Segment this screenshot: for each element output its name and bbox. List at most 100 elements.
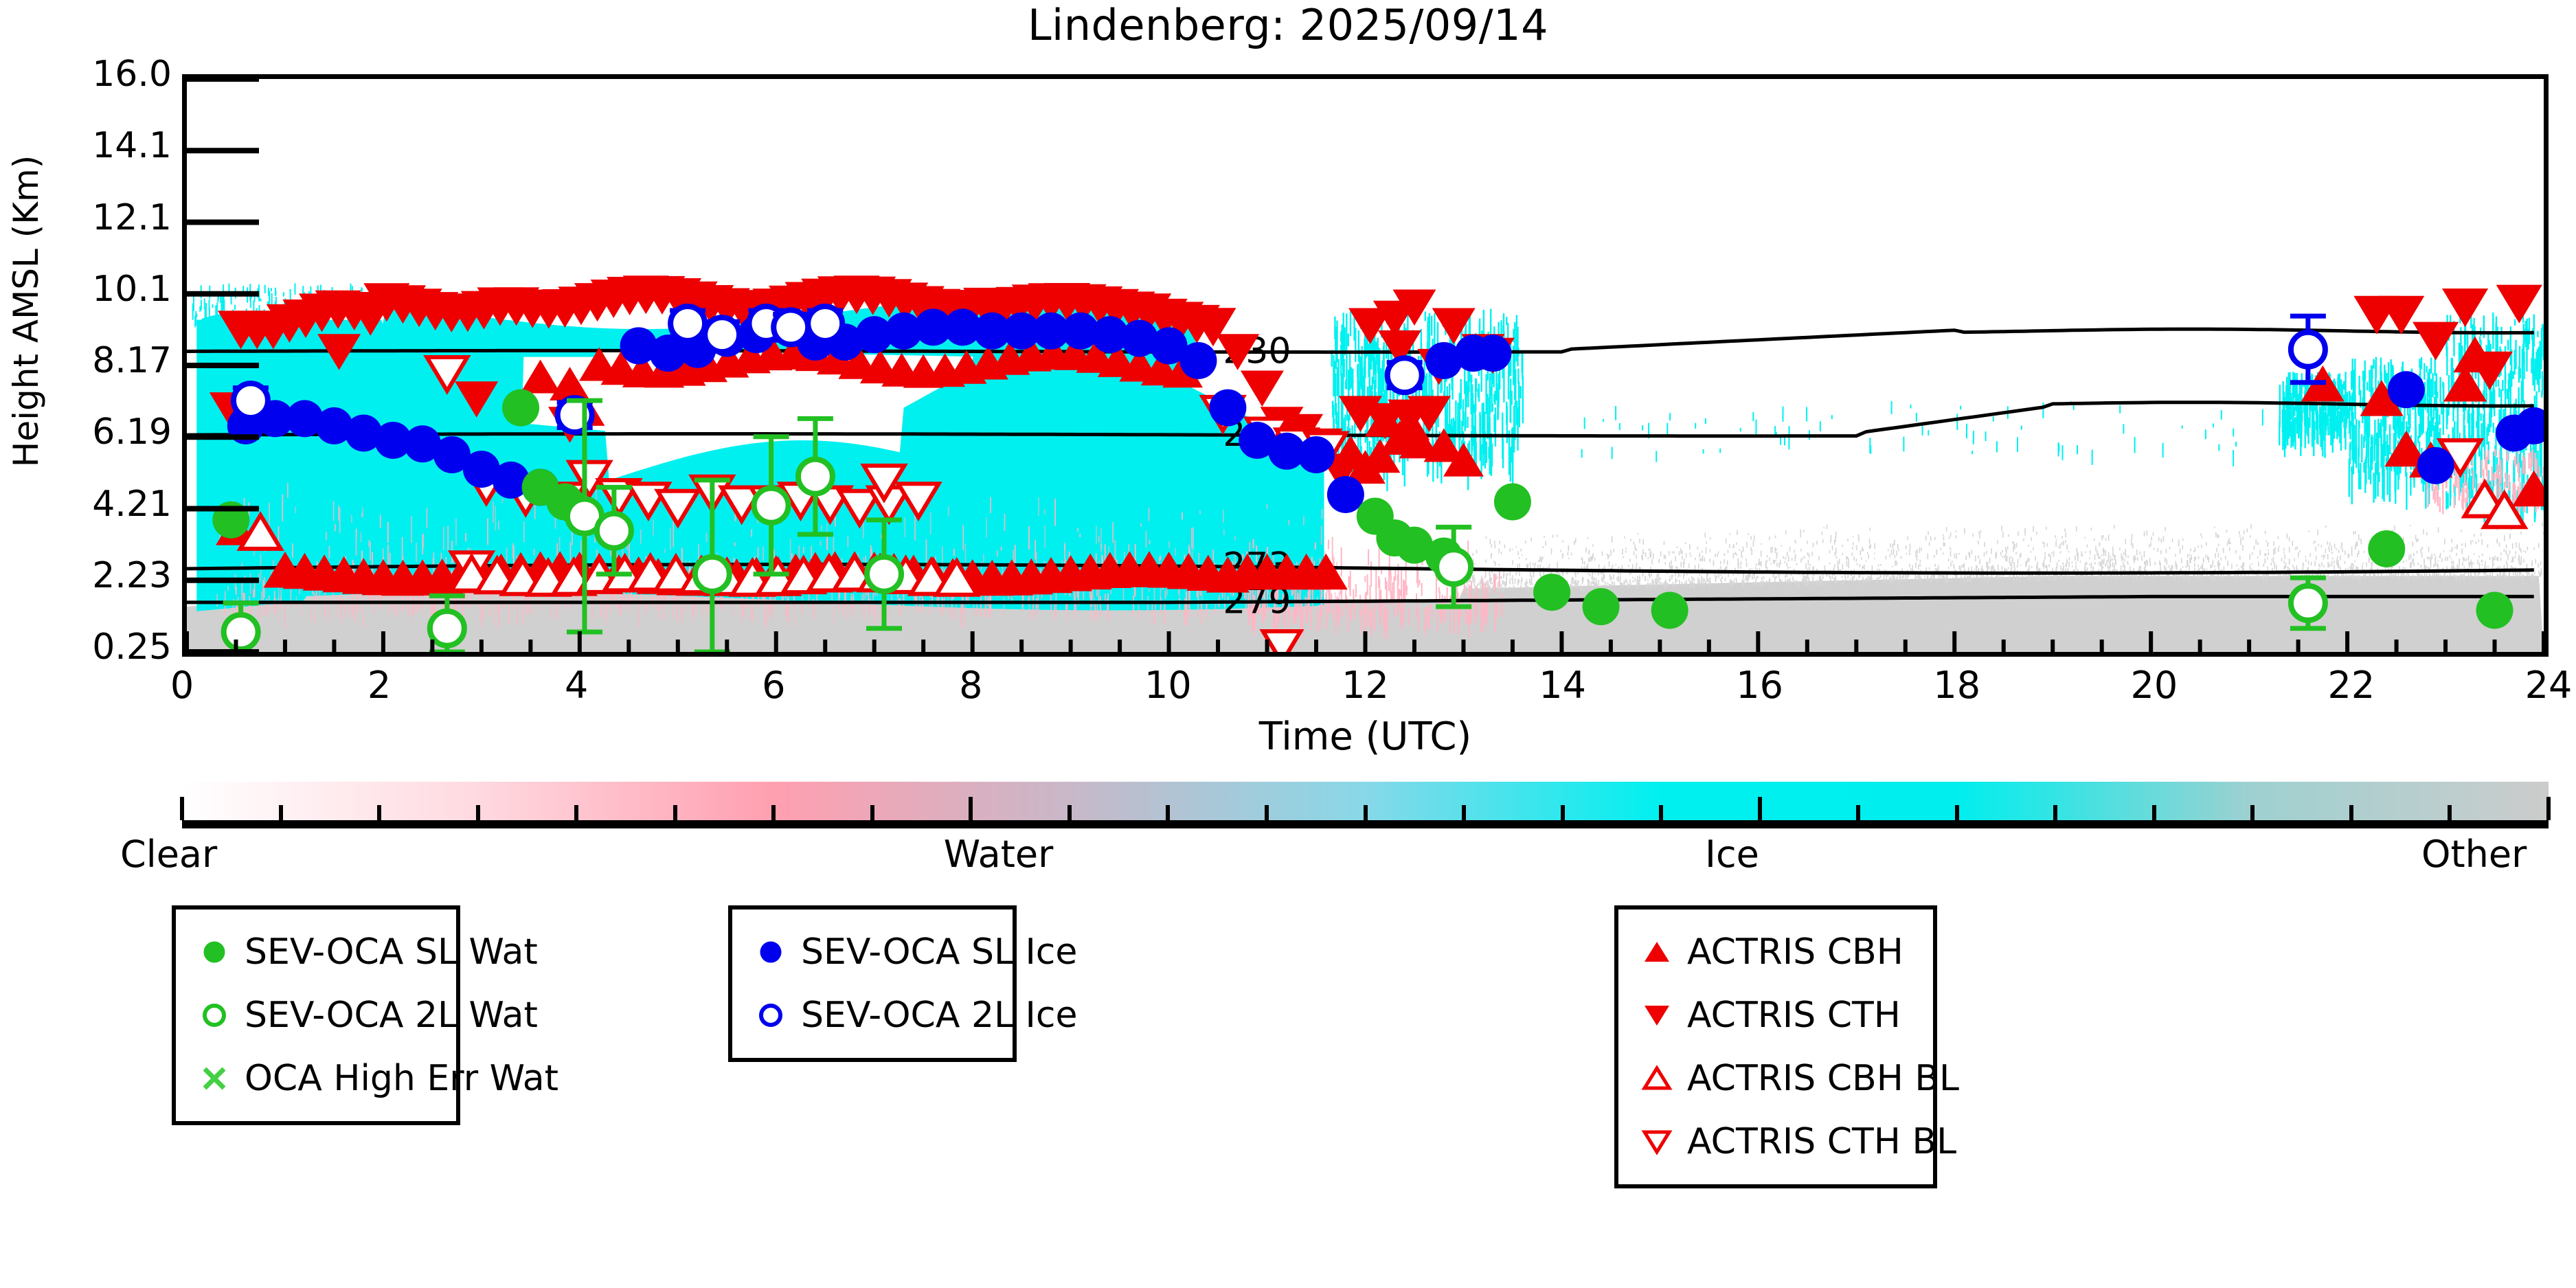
- speckle: [2217, 543, 2219, 547]
- speckle: [2152, 532, 2154, 536]
- ice-patch: [1488, 447, 1490, 459]
- speckle: [2215, 553, 2216, 558]
- speckle: [2037, 567, 2039, 572]
- speckle: [1936, 578, 1937, 583]
- speckle: [2274, 547, 2276, 554]
- speckle: [1838, 558, 1840, 565]
- speckle: [1717, 553, 1718, 557]
- ice-patch-right: [2351, 470, 2353, 505]
- speckle: [1825, 580, 1827, 585]
- speckle: [1485, 582, 1487, 586]
- speckle: [2318, 563, 2320, 567]
- water-filament: [349, 602, 350, 613]
- speckle: [2200, 574, 2202, 578]
- speckle: [2351, 546, 2353, 552]
- speckle: [2141, 555, 2143, 561]
- speckle: [1645, 552, 1647, 557]
- ice-wisp-top: [203, 298, 205, 310]
- speckle: [1884, 569, 1886, 573]
- ice-patch-right: [2285, 376, 2288, 384]
- speckle: [1483, 582, 1484, 586]
- speckle: [1953, 563, 1954, 567]
- speckle: [2364, 573, 2366, 576]
- ice-wisp: [1819, 421, 1821, 431]
- ice-wisp-top: [196, 313, 198, 317]
- speckle: [1656, 584, 1657, 587]
- water-filament: [295, 596, 297, 603]
- speckle: [1868, 545, 1871, 549]
- speckle: [1852, 542, 1854, 545]
- ice-wisp: [2077, 445, 2078, 455]
- speckle: [1862, 566, 1864, 568]
- speckle: [1689, 583, 1691, 588]
- speckle: [1493, 586, 1495, 590]
- speckle: [2164, 557, 2166, 563]
- speckle: [2266, 571, 2267, 577]
- speckle: [1842, 552, 1843, 556]
- ice-patch-right: [2518, 387, 2520, 418]
- speckle: [1989, 558, 1991, 563]
- water-filament: [1002, 565, 1004, 584]
- ice-wisp: [1704, 418, 1706, 424]
- water-filament: [1148, 508, 1150, 521]
- speckle: [1890, 578, 1893, 584]
- speckle: [1889, 576, 1890, 580]
- speckle: [1919, 563, 1921, 567]
- speckle: [2424, 565, 2426, 571]
- ice-patch-right: [2471, 467, 2473, 474]
- speckle: [2373, 573, 2375, 578]
- speckle: [1740, 561, 1742, 565]
- water-filament: [953, 549, 955, 556]
- speckle: [2523, 550, 2524, 552]
- ice-patch: [1392, 381, 1395, 415]
- water-filament: [1338, 591, 1340, 602]
- speckle: [1550, 572, 1552, 576]
- speckle: [1973, 572, 1975, 578]
- speckle: [1693, 577, 1695, 580]
- speckle: [2083, 567, 2086, 572]
- speckle: [1613, 549, 1615, 552]
- speckle: [2496, 557, 2498, 561]
- speckle: [1910, 568, 1912, 572]
- speckle: [2336, 558, 2338, 565]
- speckle: [1592, 573, 1593, 578]
- ice-wisp: [1695, 422, 1697, 429]
- speckle: [2187, 575, 2189, 581]
- speckle: [2452, 547, 2453, 550]
- speckle: [2148, 544, 2150, 547]
- speckle: [1660, 551, 1662, 556]
- ice-patch: [1511, 390, 1513, 405]
- speckle: [2328, 548, 2330, 552]
- ice-patch: [1342, 365, 1344, 397]
- plot-area[interactable]: 230250273279: [182, 74, 2549, 657]
- speckle: [1730, 580, 1732, 585]
- speckle: [1831, 574, 1833, 579]
- speckle: [2149, 561, 2151, 566]
- speckle: [1636, 583, 1638, 589]
- ice-patch-right: [2386, 373, 2388, 394]
- speckle: [1812, 580, 1814, 585]
- speckle: [2250, 535, 2251, 538]
- speckle: [2271, 559, 2272, 561]
- ice-patch-right: [2396, 418, 2398, 428]
- speckle: [2093, 538, 2095, 541]
- speckle: [2037, 574, 2039, 578]
- speckle: [1829, 562, 1831, 565]
- speckle: [2105, 563, 2106, 567]
- speckle: [2015, 543, 2018, 547]
- speckle: [2509, 550, 2511, 554]
- speckle: [1627, 580, 1628, 583]
- speckle: [1577, 572, 1579, 574]
- speckle: [1890, 578, 1891, 582]
- speckle: [2142, 575, 2143, 579]
- speckle: [2345, 550, 2346, 555]
- ice-wisp-top: [267, 287, 269, 296]
- speckle: [1693, 582, 1694, 589]
- speckle: [1952, 561, 1953, 563]
- water-filament: [452, 558, 454, 563]
- speckle: [2481, 560, 2483, 562]
- ice-patch-right: [2533, 369, 2535, 392]
- speckle: [1591, 556, 1592, 562]
- speckle: [1978, 531, 1980, 534]
- water-filament: [655, 587, 657, 611]
